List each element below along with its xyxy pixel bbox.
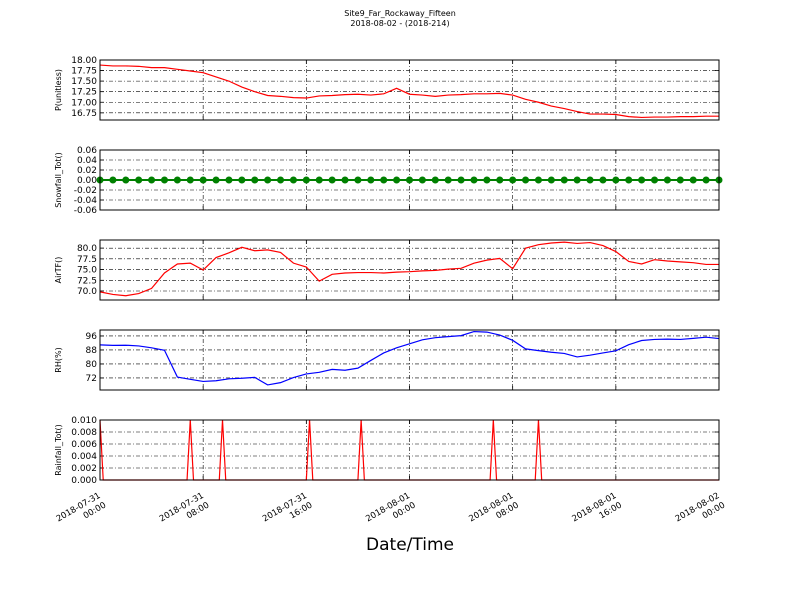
data-marker (586, 176, 594, 184)
y-tick-label: 0.000 (71, 476, 97, 486)
y-tick-label: 18.00 (71, 56, 97, 66)
y-tick-label: 75.0 (77, 266, 97, 276)
data-marker (612, 176, 620, 184)
x-tick-label: 2018-08-0108:00 (467, 491, 520, 534)
data-marker (264, 176, 272, 184)
y-tick-label: 77.5 (77, 255, 97, 265)
data-line (99, 241, 719, 297)
data-marker (444, 176, 452, 184)
data-marker (135, 176, 143, 184)
y-tick-label: 0.010 (71, 416, 97, 426)
data-marker (225, 176, 233, 184)
plot-frame (99, 59, 720, 121)
data-marker (367, 176, 375, 184)
y-tick-label: 0.008 (71, 428, 97, 438)
data-marker (238, 176, 246, 184)
data-marker (418, 176, 426, 184)
x-tick-label: 2018-08-0200:00 (674, 491, 727, 534)
data-marker (560, 176, 568, 184)
y-axis-label: RH(%) (54, 347, 63, 372)
data-marker (702, 176, 710, 184)
data-marker (160, 176, 168, 184)
x-tick-label: 2018-08-0116:00 (571, 491, 624, 534)
y-tick-label: -0.06 (74, 206, 98, 216)
y-tick-label: 0.02 (77, 166, 97, 176)
data-marker (457, 176, 465, 184)
y-tick-label: 0.006 (71, 440, 97, 450)
data-marker (431, 176, 439, 184)
y-tick-label: 80 (86, 360, 98, 370)
y-tick-label: 72.5 (77, 276, 97, 286)
y-axis-label: Snowfall_Tot() (54, 152, 63, 208)
chart-subtitle: 2018-08-02 - (2018-214) (350, 19, 449, 28)
y-tick-label: 0.00 (77, 176, 97, 186)
y-tick-label: 80.0 (77, 244, 97, 254)
data-marker (676, 176, 684, 184)
data-marker (573, 176, 581, 184)
data-marker (651, 176, 659, 184)
data-marker (328, 176, 336, 184)
data-marker (380, 176, 388, 184)
data-marker (509, 176, 517, 184)
y-axis-label: AirTF() (54, 257, 63, 284)
y-tick-label: 88 (86, 346, 98, 356)
y-tick-label: 17.25 (71, 88, 97, 98)
y-axis-label: P(unitless) (54, 69, 63, 111)
plot-frame (99, 149, 720, 211)
data-marker (638, 176, 646, 184)
data-marker (186, 176, 194, 184)
y-tick-label: 72 (86, 374, 97, 384)
data-marker (354, 176, 362, 184)
x-tick-label: 2018-07-3108:00 (158, 491, 211, 534)
y-tick-label: 0.04 (77, 156, 97, 166)
plot-frame (99, 419, 720, 481)
y-tick-label: 17.75 (71, 67, 97, 77)
data-marker (522, 176, 530, 184)
data-marker (689, 176, 697, 184)
data-marker (199, 176, 207, 184)
y-tick-label: -0.04 (74, 196, 98, 206)
data-marker (251, 176, 259, 184)
data-marker (496, 176, 504, 184)
y-axis-label: Rainfall_Tot() (54, 424, 63, 476)
y-tick-label: 16.75 (71, 109, 97, 119)
data-marker (212, 176, 220, 184)
y-tick-label: 0.004 (71, 452, 97, 462)
data-line (99, 330, 720, 386)
data-marker (663, 176, 671, 184)
plot-frame (99, 329, 720, 391)
y-tick-label: 70.0 (77, 287, 97, 297)
data-marker (289, 176, 297, 184)
data-marker (302, 176, 310, 184)
x-tick-label: 2018-07-3100:00 (55, 491, 108, 534)
data-marker (109, 176, 117, 184)
x-axis-label: Date/Time (366, 535, 454, 555)
y-tick-label: 17.50 (71, 77, 97, 87)
data-marker (277, 176, 285, 184)
data-marker (173, 176, 181, 184)
x-tick-label: 2018-07-3116:00 (261, 491, 314, 534)
data-marker (534, 176, 542, 184)
data-marker (547, 176, 555, 184)
data-marker (341, 176, 349, 184)
y-tick-label: 96 (86, 332, 98, 342)
data-marker (393, 176, 401, 184)
plot-frame (99, 239, 720, 301)
y-tick-label: 0.002 (71, 464, 97, 474)
x-tick-label: 2018-08-0100:00 (364, 491, 417, 534)
data-marker (599, 176, 607, 184)
data-marker (483, 176, 491, 184)
y-tick-label: 17.00 (71, 98, 97, 108)
data-marker (625, 176, 633, 184)
data-marker (122, 176, 130, 184)
chart-title: Site9_Far_Rockaway_Fifteen (344, 9, 456, 18)
y-tick-label: -0.02 (74, 186, 97, 196)
data-marker (315, 176, 323, 184)
data-marker (406, 176, 413, 184)
data-marker (148, 176, 156, 184)
data-line (99, 64, 719, 119)
y-tick-label: 0.06 (77, 146, 97, 156)
data-marker (470, 176, 478, 184)
